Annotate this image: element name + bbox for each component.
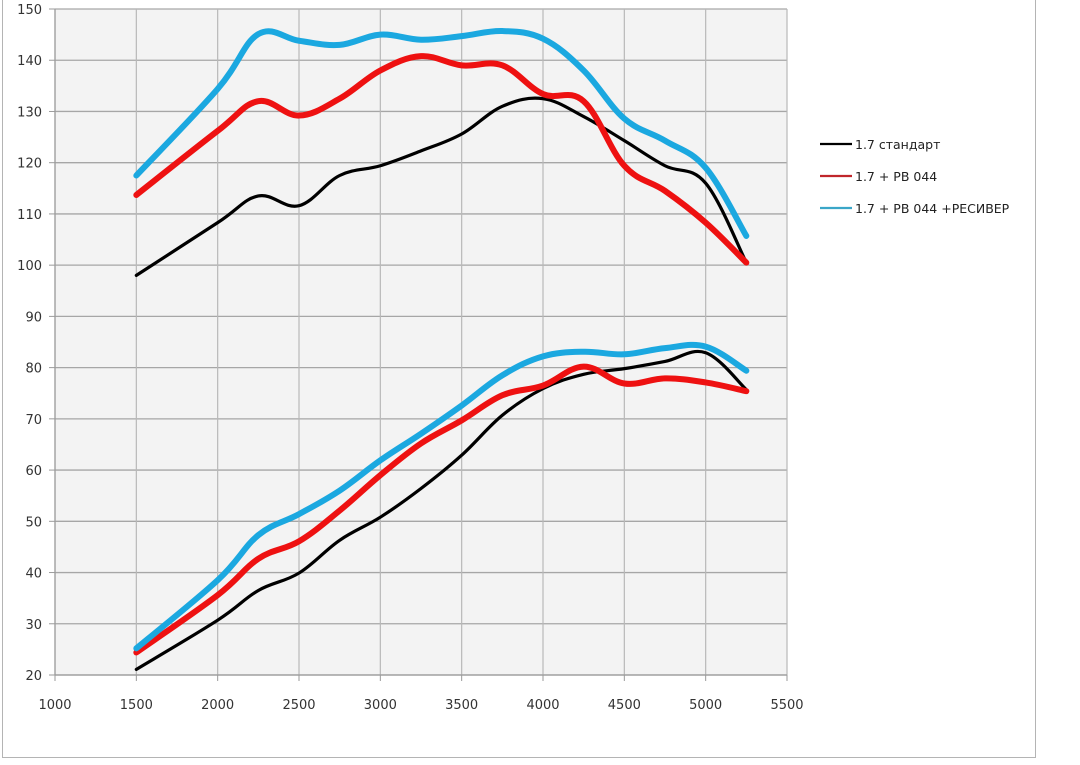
axes: 20 30 40 50 60 70 80 90 100 110 120 130 140 150 1000 15… — [17, 3, 803, 713]
y-tick-label: 60 — [25, 464, 42, 479]
y-tick-label: 30 — [25, 618, 42, 633]
x-tick-label: 2500 — [282, 698, 315, 713]
x-tick-label: 3500 — [445, 698, 478, 713]
x-tick-label: 1500 — [120, 698, 153, 713]
legend-label: 1.7 + РВ 044 +РЕСИВЕР — [855, 201, 1010, 216]
y-tick-label: 80 — [25, 362, 42, 377]
legend: 1.7 стандарт 1.7 + РВ 044 1.7 + РВ 044 +РЕ… — [820, 137, 1010, 216]
y-tick-label: 110 — [17, 208, 42, 223]
y-tick-label: 100 — [17, 259, 42, 274]
series-line-upper-2 — [133, 28, 750, 239]
x-tick-label: 1000 — [38, 698, 71, 713]
plot-area — [55, 9, 787, 675]
series-line-lower-3 — [134, 349, 748, 671]
x-tick-label: 4000 — [526, 698, 559, 713]
y-tick-label: 40 — [25, 567, 42, 582]
y-tick-label: 150 — [17, 3, 42, 18]
series-line-upper-1 — [133, 53, 750, 266]
y-tick-label: 50 — [25, 515, 42, 530]
series-layer — [133, 28, 750, 671]
x-tick-label: 4500 — [608, 698, 641, 713]
y-tick-label: 70 — [25, 413, 42, 428]
y-tick-label: 140 — [17, 54, 42, 69]
y-tick-label: 130 — [17, 105, 42, 120]
y-tick-label: 120 — [17, 157, 42, 172]
series-line-upper-0 — [134, 96, 748, 277]
legend-label: 1.7 стандарт — [855, 137, 940, 152]
x-tick-label: 2000 — [201, 698, 234, 713]
legend-label: 1.7 + РВ 044 — [855, 169, 937, 184]
y-tick-label: 20 — [25, 669, 42, 684]
y-tick-label: 90 — [25, 310, 42, 325]
x-tick-label: 3000 — [364, 698, 397, 713]
series-line-lower-4 — [133, 363, 750, 656]
series-line-lower-5 — [133, 341, 750, 652]
x-tick-label: 5000 — [689, 698, 722, 713]
x-tick-label: 5500 — [770, 698, 803, 713]
